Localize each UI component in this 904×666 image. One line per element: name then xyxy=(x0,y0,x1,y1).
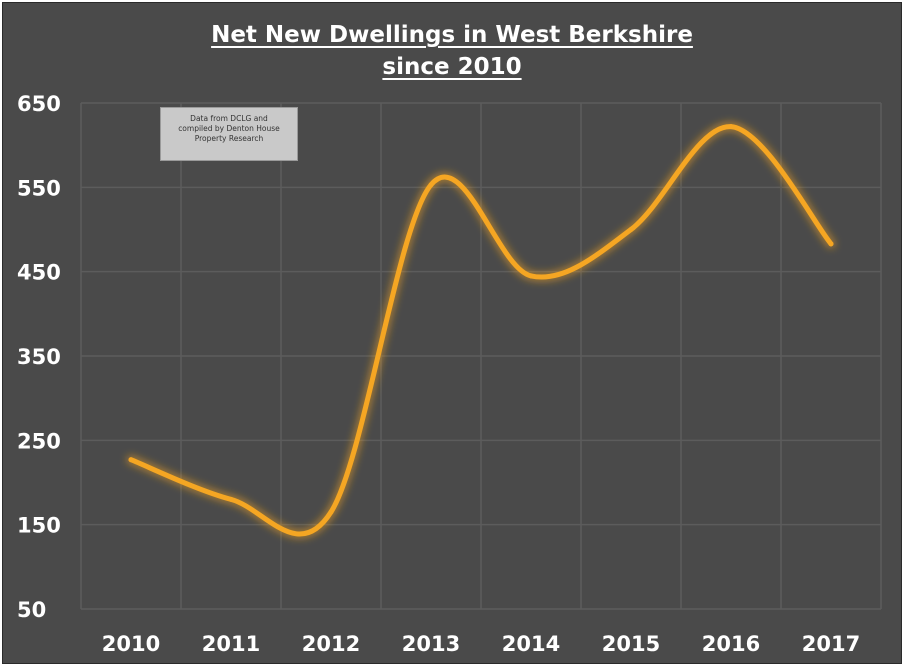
source-note-line: Property Research xyxy=(194,134,264,143)
x-tick-label: 2016 xyxy=(702,632,760,656)
chart-subtitle-text: since 2010 xyxy=(382,54,522,80)
y-tick-label: 550 xyxy=(17,176,61,200)
data-point xyxy=(628,227,634,232)
y-tick-label: 350 xyxy=(17,345,61,369)
data-point xyxy=(228,496,234,502)
x-tick-label: 2011 xyxy=(202,632,260,656)
y-tick-label: 250 xyxy=(17,429,61,453)
data-point xyxy=(528,273,534,279)
x-tick-label: 2017 xyxy=(802,632,860,656)
y-tick-label: 450 xyxy=(17,261,61,285)
data-point xyxy=(128,457,134,463)
x-tick-label: 2010 xyxy=(102,632,160,656)
data-point xyxy=(428,182,434,188)
data-point xyxy=(328,509,334,515)
chart-title: Net New Dwellings in West Berkshire sinc… xyxy=(3,19,901,83)
source-note: Data from DCLG and compiled by Denton Ho… xyxy=(160,107,298,161)
chart-title-text: Net New Dwellings in West Berkshire xyxy=(211,22,693,48)
x-tick-label: 2015 xyxy=(602,632,660,656)
y-tick-label: 650 xyxy=(17,92,61,116)
y-tick-label: 150 xyxy=(17,514,61,538)
source-note-line: compiled by Denton House xyxy=(178,124,280,133)
y-tick-label: 50 xyxy=(17,598,46,622)
x-tick-label: 2014 xyxy=(502,632,560,656)
source-note-line: Data from DCLG and xyxy=(190,114,268,123)
data-point xyxy=(728,124,734,130)
chart-plot: 650 550 450 350 250 150 50 2010 2011 2012 2013 201… xyxy=(17,92,882,656)
series-line xyxy=(128,124,834,537)
data-point xyxy=(828,241,834,247)
x-tick-label: 2012 xyxy=(302,632,360,656)
x-tick-label: 2013 xyxy=(402,632,460,656)
